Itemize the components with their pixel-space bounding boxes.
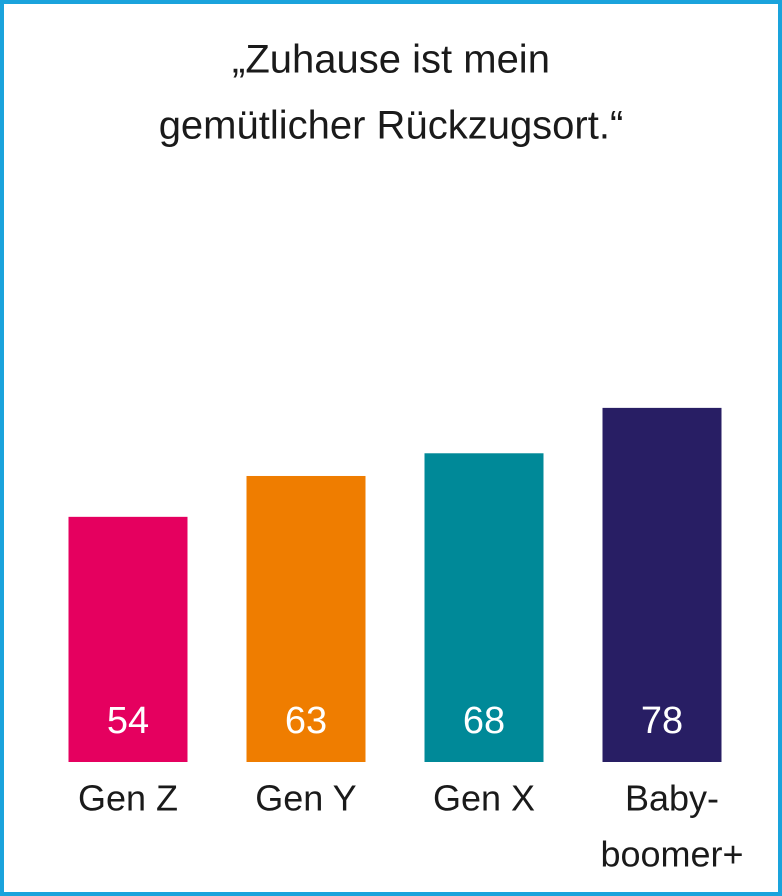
x-tick-label: Gen X (433, 778, 535, 819)
value-label: 78 (641, 700, 683, 742)
value-label: 54 (107, 700, 149, 742)
x-tick-label: Gen Y (255, 778, 356, 819)
bar (424, 453, 544, 762)
x-tick-label: Gen Z (78, 778, 178, 819)
chart-title: gemütlicher Rückzugsort.“ (159, 104, 624, 148)
value-label: 63 (285, 700, 327, 742)
x-tick-label: boomer+ (600, 834, 743, 875)
chart-title: „Zuhause ist mein (232, 38, 550, 82)
bar (602, 407, 722, 762)
bar (68, 516, 188, 762)
x-tick-label: Baby- (625, 778, 719, 819)
value-label: 68 (463, 700, 505, 742)
bar (246, 475, 366, 762)
